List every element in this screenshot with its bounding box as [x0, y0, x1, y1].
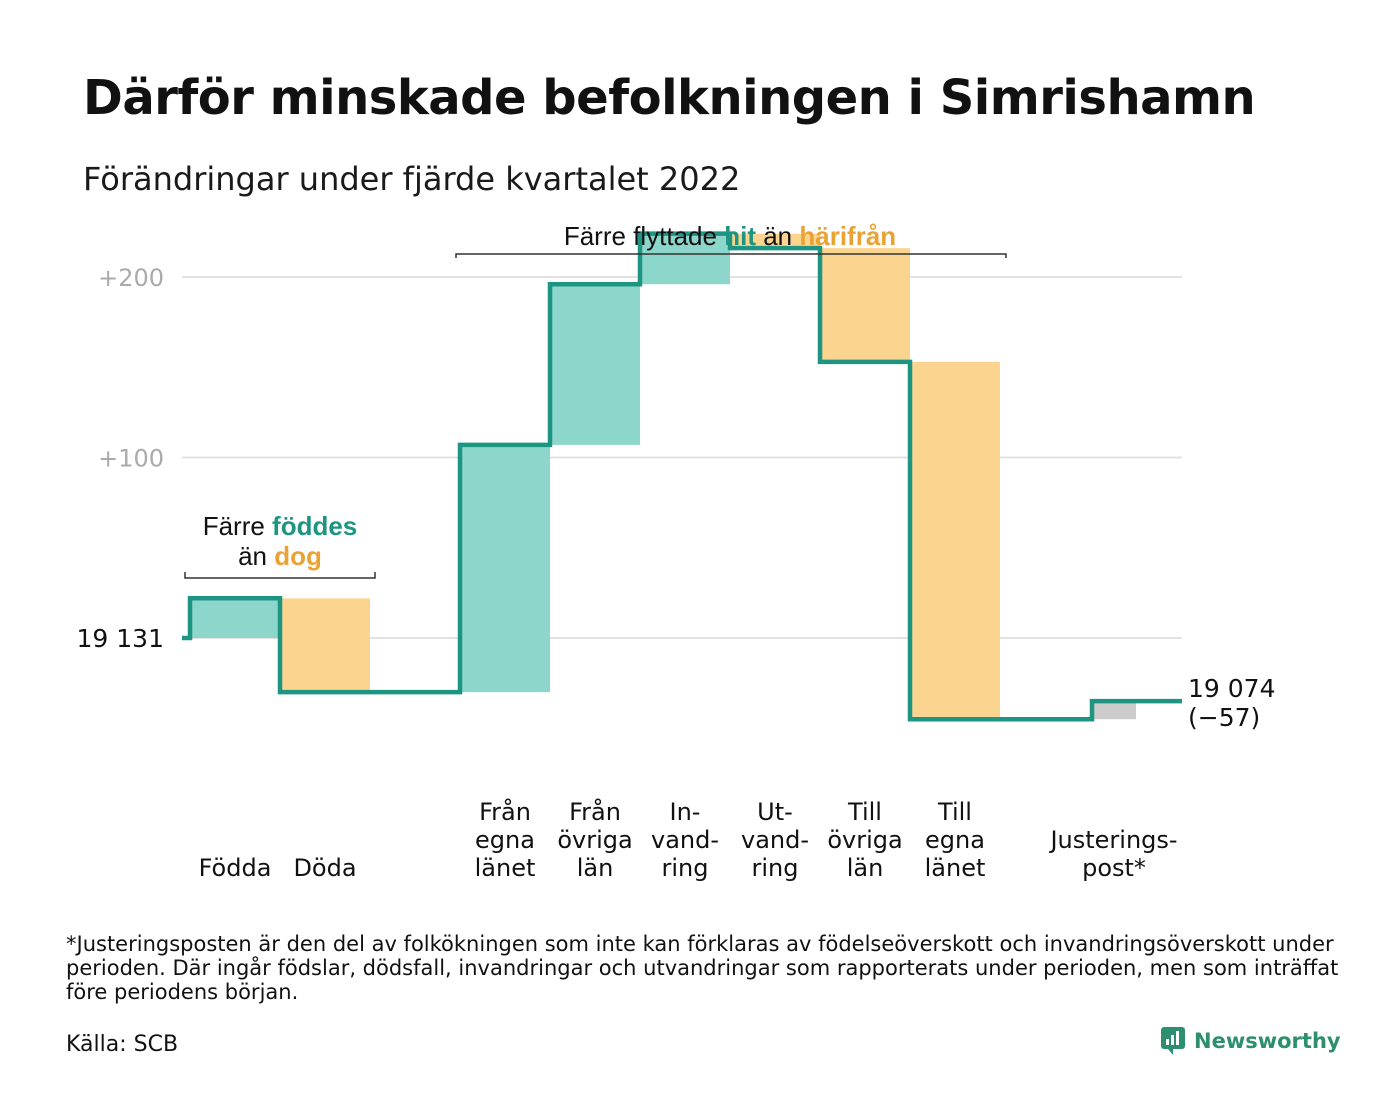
- end-value-label: 19 074: [1188, 674, 1275, 703]
- end-change-label: (−57): [1188, 703, 1260, 732]
- annotation-births-deaths: än dog: [238, 541, 322, 571]
- category-label: länet: [925, 854, 986, 882]
- category-label: post*: [1082, 854, 1146, 882]
- waterfall-bar: [1092, 701, 1136, 720]
- category-label: vand-: [741, 826, 809, 854]
- chart-subtitle: Förändringar under fjärde kvartalet 2022: [83, 160, 741, 198]
- waterfall-bar: [910, 361, 1000, 720]
- brand-name: Newsworthy: [1194, 1029, 1341, 1053]
- category-label: In-: [670, 798, 701, 826]
- annotation-births-deaths: Färre föddes: [203, 511, 358, 541]
- category-label: länet: [475, 854, 536, 882]
- waterfall-bar: [460, 444, 550, 693]
- source-label: Källa: SCB: [66, 1032, 179, 1057]
- category-label: Döda: [293, 854, 356, 882]
- category-label: Från: [479, 797, 531, 826]
- category-label: ring: [662, 854, 709, 882]
- category-label: ring: [752, 854, 799, 882]
- annotation-births-deaths-part: Färre: [203, 511, 272, 541]
- category-label: Justerings-: [1048, 826, 1177, 854]
- annotation-migration: Färre flyttade hit än härifrån: [564, 221, 896, 251]
- annotation-migration-part: hit: [724, 221, 756, 251]
- category-label: övriga: [827, 826, 902, 854]
- annotation-bracket: [184, 572, 376, 579]
- waterfall-bar: [820, 248, 910, 362]
- start-value-label: 19 131: [77, 624, 164, 653]
- waterfall-bar: [280, 598, 370, 693]
- category-label: Till: [937, 798, 972, 826]
- cumulative-step-line: [182, 231, 1182, 722]
- newsworthy-icon: [1161, 1027, 1185, 1055]
- category-label: egna: [925, 826, 985, 854]
- y-tick-label: +200: [98, 264, 164, 292]
- annotation-migration-part: än: [756, 221, 799, 251]
- annotation-births-deaths-part: än: [238, 541, 274, 571]
- category-label: Från: [569, 797, 621, 826]
- category-label: övriga: [557, 826, 632, 854]
- y-tick-label: +100: [98, 445, 164, 473]
- category-label: egna: [475, 826, 535, 854]
- waterfall-bar: [640, 233, 730, 285]
- category-label: län: [577, 854, 614, 882]
- category-label: Ut-: [757, 798, 793, 826]
- waterfall-bar: [550, 284, 640, 445]
- category-label: Till: [847, 798, 882, 826]
- category-label: län: [847, 854, 884, 882]
- annotation-births-deaths-part: föddes: [272, 511, 357, 541]
- annotation-bracket: [455, 253, 1007, 258]
- annotation-births-deaths-part: dog: [274, 541, 322, 571]
- brand-logo: Newsworthy: [1160, 1026, 1341, 1056]
- chart-title: Därför minskade befolkningen i Simrisham…: [83, 70, 1256, 126]
- category-label: Födda: [199, 854, 272, 882]
- category-label: vand-: [651, 826, 719, 854]
- annotation-migration-part: Färre flyttade: [564, 221, 724, 251]
- footnote: *Justeringsposten är den del av folkökni…: [66, 932, 1339, 1004]
- annotation-migration-part: härifrån: [799, 221, 896, 251]
- waterfall-bar: [730, 233, 820, 249]
- waterfall-bar: [190, 598, 280, 638]
